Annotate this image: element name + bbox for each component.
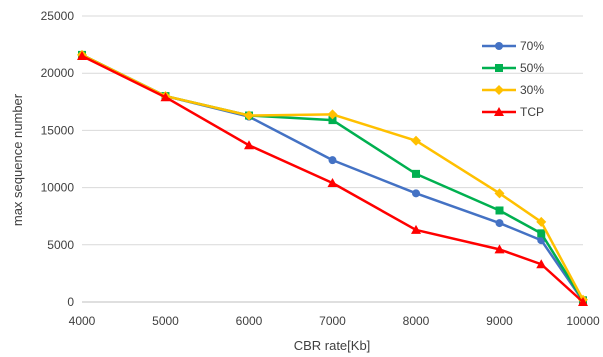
- x-tick-label: 9000: [486, 314, 513, 328]
- data-point: [495, 219, 504, 228]
- data-point: [411, 135, 421, 146]
- legend-label: TCP: [520, 105, 544, 119]
- series-tcp: [77, 51, 588, 306]
- series-group: [77, 49, 588, 306]
- legend-marker: [494, 107, 504, 116]
- series-line: [81, 53, 585, 301]
- series-line: [81, 54, 584, 303]
- legend-marker: [495, 64, 503, 72]
- data-point: [578, 297, 588, 306]
- y-axis-title: max sequence number: [10, 93, 25, 226]
- y-tick-label: 15000: [41, 123, 75, 137]
- legend-item: 30%: [482, 83, 544, 97]
- data-point: [494, 188, 505, 199]
- legend: 70% 50% 30% TCP: [482, 39, 544, 119]
- data-point: [411, 224, 421, 234]
- data-point: [495, 206, 504, 215]
- legend-marker: [494, 85, 504, 95]
- data-point: [327, 109, 338, 120]
- y-tick-label: 20000: [41, 66, 75, 80]
- x-tick-label: 10000: [566, 314, 600, 328]
- legend-label: 70%: [520, 39, 544, 53]
- legend-item: TCP: [482, 105, 544, 119]
- legend-label: 50%: [520, 61, 544, 75]
- data-point: [327, 178, 338, 188]
- legend-item: 50%: [482, 61, 544, 75]
- data-point: [536, 259, 547, 269]
- axes: 0 5000 10000 15000 20000 25000 4000 5000 6000 700…: [41, 9, 600, 328]
- data-point: [412, 189, 420, 198]
- y-tick-label: 25000: [41, 9, 75, 23]
- y-tick-label: 0: [67, 295, 74, 309]
- data-point: [244, 140, 254, 150]
- data-point: [160, 92, 171, 102]
- x-axis-title: CBR rate[Kb]: [294, 338, 371, 353]
- data-point: [536, 216, 547, 227]
- x-tick-label: 6000: [236, 314, 263, 328]
- data-point: [537, 229, 546, 238]
- legend-label: 30%: [520, 83, 544, 97]
- y-tick-label: 10000: [41, 181, 75, 195]
- data-point: [412, 169, 420, 178]
- data-point: [328, 116, 337, 125]
- legend-item: 70%: [482, 39, 544, 53]
- data-point: [494, 244, 505, 254]
- legend-marker: [495, 42, 503, 50]
- x-tick-label: 4000: [69, 314, 96, 328]
- x-tick-label: 8000: [403, 314, 430, 328]
- x-tick-label: 7000: [319, 314, 346, 328]
- y-tick-label: 5000: [47, 238, 74, 252]
- data-point: [328, 156, 337, 165]
- series-30: [77, 49, 588, 305]
- data-point: [244, 110, 254, 121]
- data-point: [77, 51, 87, 61]
- x-tick-label: 5000: [152, 314, 179, 328]
